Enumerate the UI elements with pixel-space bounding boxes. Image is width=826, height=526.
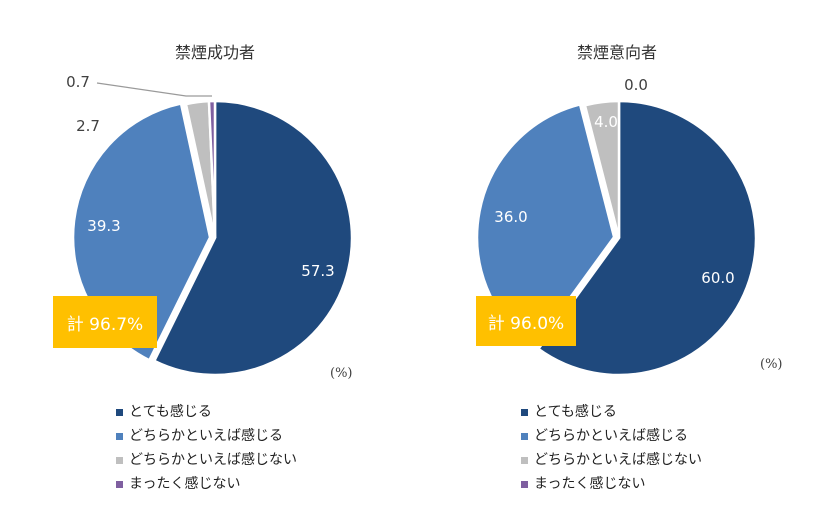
chart1-total-label: 計 96.7% — [66, 314, 144, 335]
chart1-legend: とても感じる どちらかといえば感じる どちらかといえば感じない まったく感じない — [116, 400, 297, 496]
legend-item-somewhat: どちらかといえば感じる — [521, 424, 702, 448]
data-label-somewhat: 36.0 — [494, 208, 527, 226]
legend-swatch — [521, 432, 528, 440]
legend-label: どちらかといえば感じない — [534, 452, 702, 468]
legend-swatch — [521, 480, 528, 488]
legend-swatch — [116, 432, 123, 440]
data-label-somewhat: 39.3 — [87, 217, 120, 235]
chart2-unit-label: (%) — [760, 357, 783, 372]
legend-label: とても感じる — [534, 404, 617, 420]
slice-not-at-all — [207, 99, 217, 239]
legend-swatch — [116, 456, 123, 464]
leader-line — [96, 82, 212, 97]
legend-item-not-really: どちらかといえば感じない — [521, 448, 702, 472]
slice-very — [152, 99, 354, 377]
data-label-not-at_all: 0.7 — [66, 73, 90, 91]
slice-very — [536, 99, 758, 377]
data-label-not-at_all: 0.0 — [624, 76, 648, 94]
chart1-unit-label: (%) — [330, 366, 353, 381]
data-label-very: 57.3 — [301, 262, 334, 280]
legend-label: まったく感じない — [129, 476, 241, 492]
chart1-total-badge: 計 96.7% — [53, 296, 157, 348]
legend-swatch — [116, 480, 123, 488]
legend-item-somewhat: どちらかといえば感じる — [116, 424, 297, 448]
legend-label: どちらかといえば感じる — [129, 428, 283, 444]
data-label-not-really: 2.7 — [76, 117, 100, 135]
legend-item-very: とても感じる — [116, 400, 297, 424]
chart2-title: 禁煙意向者 — [577, 43, 657, 62]
slice-not-really — [583, 99, 621, 239]
data-label-very: 60.0 — [701, 269, 734, 287]
chart2-legend: とても感じる どちらかといえば感じる どちらかといえば感じない まったく感じない — [521, 400, 702, 496]
chart2-total-badge: 計 96.0% — [476, 296, 576, 346]
legend-swatch — [521, 408, 528, 416]
legend-label: どちらかといえば感じる — [534, 428, 688, 444]
legend-label: まったく感じない — [534, 476, 646, 492]
legend-item-not-really: どちらかといえば感じない — [116, 448, 297, 472]
legend-label: とても感じる — [129, 404, 212, 420]
legend-item-very: とても感じる — [521, 400, 702, 424]
pie-chart-quit-success: 57.3 39.3 2.7 0.7 — [66, 73, 354, 377]
legend-label: どちらかといえば感じない — [129, 452, 297, 468]
legend-item-not-at-all: まったく感じない — [521, 472, 702, 496]
legend-item-not-at-all: まったく感じない — [116, 472, 297, 496]
chart1-title: 禁煙成功者 — [175, 43, 255, 62]
chart2-total-label: 計 96.0% — [487, 313, 565, 334]
legend-swatch — [521, 456, 528, 464]
legend-swatch — [116, 408, 123, 416]
data-label-not-really: 4.0 — [594, 113, 618, 131]
